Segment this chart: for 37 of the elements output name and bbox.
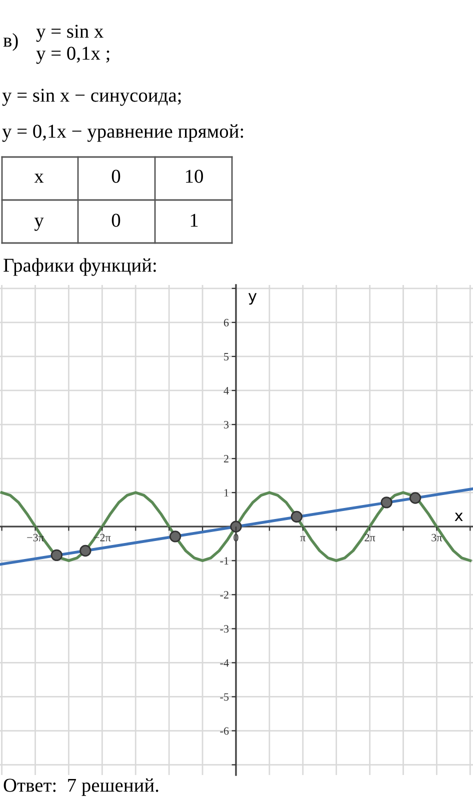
y-tick-label: 2	[224, 455, 228, 462]
text: y = sin x	[36, 24, 104, 42]
y-tick-label: -4	[220, 659, 229, 667]
point	[169, 530, 182, 542]
text: 1	[190, 214, 198, 227]
x-tick-label: 2π	[364, 534, 376, 542]
x-tick-label: π	[300, 536, 306, 542]
y-tick-label: -1	[220, 557, 228, 564]
text: y	[34, 218, 44, 231]
point	[380, 496, 392, 508]
text: y = 0,1x − уравнение прямой:	[2, 124, 244, 142]
y-tick-label: 6	[224, 318, 229, 326]
x-axis-title: x	[454, 512, 463, 522]
y-axis-title: y	[248, 293, 257, 305]
text: в)	[3, 33, 18, 51]
y-tick-label: -3	[220, 625, 229, 633]
x-tick-label: 3π	[432, 534, 442, 542]
text: 10	[186, 170, 203, 183]
point	[80, 544, 92, 557]
point	[290, 510, 303, 523]
point	[409, 492, 422, 504]
text: 0	[112, 214, 120, 227]
text: Ответ: 7 решений.	[4, 778, 158, 796]
y-tick-label: -6	[220, 727, 229, 735]
point	[50, 549, 62, 562]
chart-title: Графики функций:	[4, 258, 156, 276]
text: y = sin x − синусоида;	[2, 88, 181, 106]
y-tick-label: -2	[220, 591, 228, 599]
point	[230, 520, 242, 532]
y-tick-label: 1	[224, 489, 228, 496]
text: x	[34, 174, 44, 183]
y-tick-label: 5	[224, 353, 229, 360]
text: y = 0,1x ;	[36, 46, 110, 64]
text: 0	[112, 170, 120, 183]
y-tick-label: -5	[220, 693, 229, 701]
y-tick-label: 3	[224, 421, 229, 428]
y-tick-label: 4	[224, 387, 229, 394]
